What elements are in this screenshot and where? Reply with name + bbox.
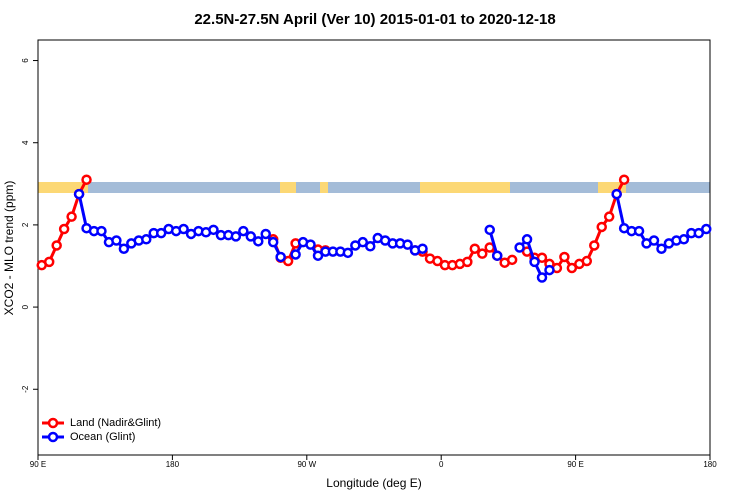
data-point: [275, 251, 286, 263]
land-mask-strip: [38, 182, 710, 193]
legend-marker: [47, 431, 59, 443]
x-tick-label: 90 E: [30, 460, 46, 469]
data-point: [514, 242, 525, 253]
data-point: [155, 227, 167, 239]
data-point: [342, 247, 354, 259]
data-point: [290, 249, 301, 260]
data-point: [66, 211, 77, 222]
data-point: [521, 234, 533, 245]
x-tick-label: 90 W: [297, 460, 316, 469]
data-point: [477, 248, 488, 259]
plot-frame: [37, 39, 711, 456]
data-point: [633, 225, 645, 237]
x-tick-label: 90 E: [567, 460, 583, 469]
y-tick-label: 4: [21, 140, 30, 145]
x-tick-label: 180: [166, 460, 180, 469]
data-point: [566, 262, 578, 274]
legend-marker: [47, 417, 59, 429]
data-point: [282, 255, 294, 267]
data-point: [589, 240, 600, 251]
x-axis-label: Longitude (deg E): [326, 476, 421, 490]
data-point: [432, 255, 443, 267]
data-point: [596, 221, 607, 233]
y-axis-label: XCO2 - MLO trend (ppm): [2, 181, 16, 316]
data-point: [178, 223, 189, 235]
data-point: [581, 255, 593, 267]
data-point: [417, 243, 428, 254]
land-strip: [280, 182, 296, 193]
data-point: [81, 174, 92, 185]
data-point: [656, 243, 667, 254]
data-point: [693, 227, 705, 239]
data-point: [118, 243, 130, 254]
land-strip: [38, 182, 88, 193]
data-point: [267, 236, 279, 248]
data-point: [678, 234, 690, 245]
data-point: [536, 252, 548, 264]
data-point: [51, 240, 62, 251]
data-point: [208, 224, 219, 236]
data-point: [141, 234, 152, 245]
data-point: [618, 174, 630, 185]
data-point: [260, 228, 271, 240]
data-point: [111, 235, 122, 246]
data-point: [43, 256, 55, 268]
data-point: [506, 254, 518, 266]
data-point: [559, 251, 570, 263]
data-point: [611, 188, 622, 200]
data-point: [305, 239, 316, 250]
data-point: [484, 224, 495, 236]
land-strip: [420, 182, 510, 193]
data-point: [648, 235, 660, 246]
x-tick-label: 180: [703, 460, 717, 469]
y-tick-label: 0: [21, 304, 30, 309]
data-point: [73, 188, 85, 200]
data-point: [536, 272, 548, 283]
data-point: [544, 264, 555, 276]
data-point: [529, 256, 540, 268]
data-point: [603, 211, 615, 222]
data-point: [469, 243, 481, 254]
data-point: [357, 236, 369, 248]
data-point: [238, 225, 249, 237]
data-point: [462, 256, 473, 268]
data-point: [58, 223, 70, 235]
land-strip: [320, 182, 328, 193]
x-tick-label: 0: [439, 460, 444, 469]
data-point: [253, 236, 264, 247]
data-point: [312, 250, 324, 261]
y-tick-label: -2: [21, 385, 30, 393]
data-point: [365, 241, 376, 252]
data-point: [491, 250, 503, 261]
legend-label: Ocean (Glint): [70, 431, 135, 443]
chart-title: 22.5N-27.5N April (Ver 10) 2015-01-01 to…: [194, 11, 555, 28]
data-point: [230, 231, 242, 242]
land-strip: [598, 182, 626, 193]
data-point: [701, 223, 712, 235]
y-tick-label: 6: [21, 58, 30, 63]
y-tick-label: 2: [21, 222, 30, 227]
legend-label: Land (Nadir&Glint): [70, 417, 161, 429]
data-point: [245, 231, 257, 242]
data-point: [402, 239, 413, 250]
data-point: [96, 225, 107, 237]
ocean-strip: [38, 182, 710, 193]
